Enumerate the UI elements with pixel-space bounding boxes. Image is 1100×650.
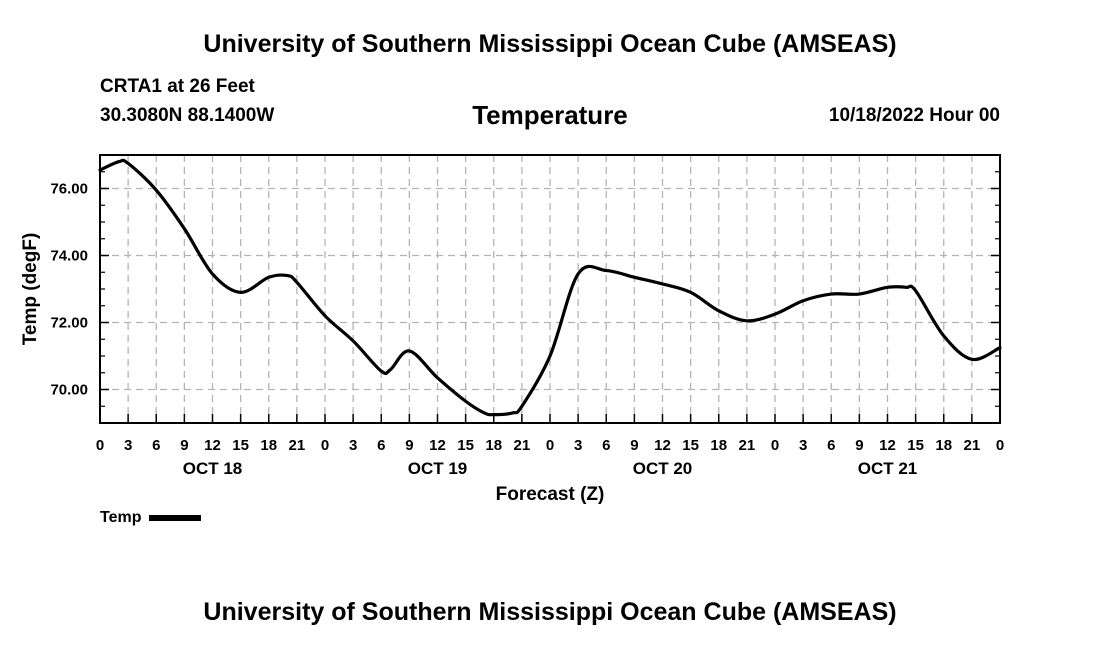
x-tick-label: 15 [907,437,924,454]
x-tick-label: 3 [124,437,132,454]
x-tick-label: 18 [485,437,502,454]
y-tick-label: 70.00 [50,382,88,399]
x-tick-label: 12 [429,437,446,454]
chart-title: Temperature [472,100,628,130]
x-tick-label: 18 [260,437,277,454]
x-tick-label: 15 [232,437,249,454]
plot-frame [99,154,1001,424]
x-tick-label: 6 [602,437,610,454]
x-tick-label: 21 [964,437,981,454]
x-tick-label: 21 [514,437,531,454]
series-line-temp [98,158,1002,417]
y-tick-label: 76.00 [50,181,88,198]
y-tick-label: 72.00 [50,315,88,332]
series-layer [98,158,1002,417]
x-tick-label: 18 [710,437,727,454]
x-tick-label: 12 [879,437,896,454]
axis-labels: 0 3 6 9 12 15 18 21 0 3 6 9 12 15 18 21 0 3 6 9 12 15 18 21 0 3 6 9… [50,181,1004,479]
x-axis-title: Forecast (Z) [496,484,605,505]
x-tick-label: 9 [180,437,188,454]
x-tick-label: 0 [996,437,1004,454]
day-label: OCT 18 [183,459,243,478]
station-coordinates: 30.3080N 88.1400W [100,105,275,126]
legend-label: Temp [100,509,142,526]
x-tick-label: 9 [405,437,413,454]
x-tick-label: 0 [546,437,554,454]
x-tick-label: 15 [682,437,699,454]
x-tick-label: 3 [349,437,357,454]
day-label: OCT 20 [633,459,693,478]
x-tick-label: 9 [855,437,863,454]
x-tick-label: 12 [204,437,221,454]
x-tick-label: 0 [96,437,104,454]
x-tick-label: 21 [289,437,306,454]
x-tick-label: 15 [457,437,474,454]
y-tick-label: 74.00 [50,248,88,265]
legend-line-swatch [149,514,202,521]
forecast-issued-time: 10/18/2022 Hour 00 [828,105,1000,126]
x-tick-label: 18 [935,437,952,454]
x-tick-label: 0 [771,437,779,454]
x-tick-label: 9 [630,437,638,454]
x-tick-label: 3 [799,437,807,454]
day-label: OCT 19 [408,459,468,478]
x-tick-label: 6 [377,437,385,454]
y-axis-title: Temp (degF) [20,233,41,346]
station-name: CRTA1 at 26 Feet [100,76,255,97]
day-label: OCT 21 [858,459,918,478]
x-tick-label: 0 [321,437,329,454]
grid-lines [100,155,1000,423]
legend: Temp [100,509,202,527]
page-title: University of Southern Mississippi Ocean… [203,30,897,58]
footer-title: University of Southern Mississippi Ocean… [203,598,897,626]
x-tick-label: 6 [827,437,835,454]
x-tick-label: 6 [152,437,160,454]
x-tick-label: 3 [574,437,582,454]
x-tick-label: 21 [739,437,756,454]
x-tick-label: 12 [654,437,671,454]
